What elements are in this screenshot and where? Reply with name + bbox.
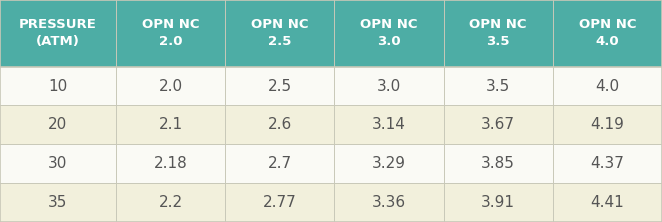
Bar <box>553 144 662 183</box>
Bar <box>0 105 116 144</box>
Text: 30: 30 <box>48 156 68 171</box>
Bar <box>444 183 553 222</box>
Bar <box>116 183 225 222</box>
Text: 3.14: 3.14 <box>372 117 406 132</box>
Text: 2.6: 2.6 <box>267 117 292 132</box>
Bar <box>225 144 334 183</box>
Bar <box>116 144 225 183</box>
Bar <box>553 67 662 105</box>
Text: 2.0: 2.0 <box>158 79 183 93</box>
Bar <box>0 144 116 183</box>
Bar <box>225 183 334 222</box>
Bar <box>444 67 553 105</box>
Bar <box>334 183 444 222</box>
Bar <box>553 0 662 67</box>
Text: 3.85: 3.85 <box>481 156 515 171</box>
Text: OPN NC
3.5: OPN NC 3.5 <box>469 18 527 48</box>
Bar <box>225 67 334 105</box>
Bar <box>334 0 444 67</box>
Text: OPN NC
2.5: OPN NC 2.5 <box>251 18 308 48</box>
Bar <box>225 105 334 144</box>
Text: 2.5: 2.5 <box>267 79 292 93</box>
Bar <box>444 105 553 144</box>
Bar <box>116 105 225 144</box>
Text: 35: 35 <box>48 195 68 210</box>
Text: 3.5: 3.5 <box>486 79 510 93</box>
Text: 4.41: 4.41 <box>591 195 624 210</box>
Text: 4.37: 4.37 <box>591 156 624 171</box>
Text: 3.67: 3.67 <box>481 117 515 132</box>
Bar <box>553 105 662 144</box>
Text: 20: 20 <box>48 117 68 132</box>
Bar <box>334 105 444 144</box>
Text: 2.77: 2.77 <box>263 195 297 210</box>
Text: PRESSURE
(ATM): PRESSURE (ATM) <box>19 18 97 48</box>
Bar <box>0 183 116 222</box>
Bar <box>334 67 444 105</box>
Text: 10: 10 <box>48 79 68 93</box>
Text: 2.18: 2.18 <box>154 156 187 171</box>
Text: 4.0: 4.0 <box>595 79 620 93</box>
Bar <box>0 0 116 67</box>
Bar <box>444 0 553 67</box>
Text: 2.2: 2.2 <box>158 195 183 210</box>
Bar <box>116 67 225 105</box>
Bar <box>0 67 116 105</box>
Text: 3.91: 3.91 <box>481 195 515 210</box>
Text: 2.1: 2.1 <box>158 117 183 132</box>
Text: 4.19: 4.19 <box>591 117 624 132</box>
Text: 3.29: 3.29 <box>372 156 406 171</box>
Bar <box>553 183 662 222</box>
Bar <box>334 144 444 183</box>
Text: OPN NC
4.0: OPN NC 4.0 <box>579 18 636 48</box>
Text: 3.36: 3.36 <box>372 195 406 210</box>
Text: OPN NC
3.0: OPN NC 3.0 <box>360 18 418 48</box>
Bar <box>225 0 334 67</box>
Text: OPN NC
2.0: OPN NC 2.0 <box>142 18 199 48</box>
Bar <box>116 0 225 67</box>
Text: 3.0: 3.0 <box>377 79 401 93</box>
Bar <box>444 144 553 183</box>
Text: 2.7: 2.7 <box>267 156 292 171</box>
